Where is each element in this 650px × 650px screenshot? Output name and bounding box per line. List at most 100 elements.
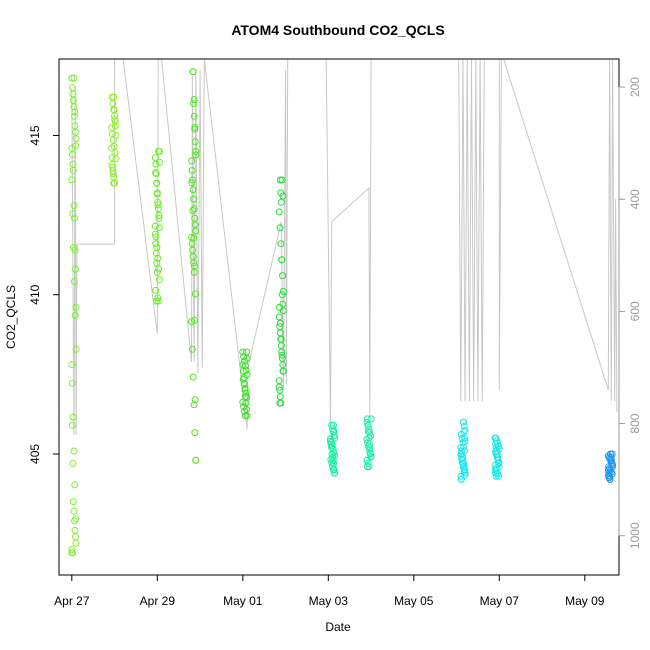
x-tick-label: May 05 [394, 594, 434, 608]
data-point [72, 345, 80, 353]
data-point [70, 278, 78, 285]
data-point [328, 459, 336, 467]
data-point [71, 108, 79, 116]
data-point [153, 268, 161, 276]
data-point [191, 123, 199, 131]
data-point [155, 214, 163, 222]
data-point [72, 515, 80, 523]
data-point [108, 154, 116, 162]
data-point [71, 526, 79, 534]
data-point [155, 212, 163, 219]
data-point [459, 459, 466, 467]
data-point [155, 224, 163, 232]
data-point [457, 451, 465, 459]
data-point [275, 377, 283, 385]
data-point [111, 122, 119, 130]
data-point [331, 452, 339, 460]
data-point [241, 362, 249, 370]
series-flight-6 [275, 176, 287, 407]
series-flight-4 [188, 68, 200, 464]
data-point [329, 428, 337, 436]
data-point [277, 240, 285, 248]
data-point [242, 389, 250, 397]
data-point [109, 136, 117, 144]
data-point [365, 425, 373, 433]
data-point [240, 403, 248, 411]
data-point [459, 418, 467, 426]
data-point [154, 201, 162, 209]
data-point [279, 288, 287, 295]
data-point [279, 307, 287, 315]
data-point [276, 393, 284, 401]
data-point [155, 265, 163, 273]
series-flight-3 [151, 147, 163, 305]
right-tick-label: 400 [628, 189, 642, 209]
data-point [190, 401, 198, 409]
data-point [156, 276, 163, 284]
data-point [70, 202, 78, 209]
data-point [460, 443, 468, 451]
x-tick-label: May 03 [309, 594, 349, 608]
data-point [278, 176, 286, 184]
data-point [192, 151, 200, 159]
data-point [68, 176, 76, 184]
data-point [240, 380, 248, 388]
series-flight-8 [363, 415, 375, 471]
data-point [461, 447, 469, 455]
data-point [190, 112, 198, 120]
data-point [109, 170, 117, 178]
data-point [188, 167, 196, 174]
data-point [189, 207, 197, 214]
data-point [329, 425, 337, 433]
data-point [68, 421, 76, 429]
data-point [108, 124, 116, 132]
data-point [72, 533, 79, 541]
data-point [460, 422, 468, 430]
y-tick-label: 405 [28, 444, 42, 464]
data-point [72, 303, 80, 311]
data-point [329, 462, 337, 470]
data-point [190, 96, 198, 103]
data-point [68, 151, 76, 159]
data-point [153, 259, 161, 267]
data-point [241, 384, 249, 392]
right-tick-label: 800 [628, 413, 642, 433]
data-point [152, 170, 160, 178]
data-point [188, 318, 195, 326]
scatter-points-layer [68, 68, 617, 557]
data-point [608, 450, 616, 458]
data-point [363, 418, 371, 426]
x-tick-label: May 01 [223, 594, 263, 608]
data-point [459, 439, 467, 447]
data-point [188, 345, 196, 353]
data-point [70, 244, 77, 252]
data-point [72, 135, 80, 143]
data-point [241, 412, 249, 420]
data-point [153, 190, 161, 198]
data-point [493, 437, 501, 445]
data-point [492, 464, 500, 472]
x-axis: Apr 27 Apr 29 May 01 May 03 May 05 May 07 May … [54, 574, 605, 608]
data-point [153, 297, 160, 305]
data-point [492, 434, 500, 442]
data-point [276, 399, 284, 407]
data-point [154, 254, 162, 262]
series-flight-2 [108, 93, 120, 187]
x-tick-label: Apr 29 [140, 594, 176, 608]
data-point [276, 319, 284, 327]
data-point [188, 157, 196, 165]
data-point [108, 93, 116, 101]
data-point [241, 357, 248, 365]
series-flight-7 [327, 421, 339, 477]
data-point [72, 265, 79, 273]
data-point [189, 186, 197, 194]
series-flight-5 [239, 348, 251, 420]
data-point [365, 463, 373, 471]
data-point [69, 498, 77, 506]
data-point [68, 74, 76, 82]
x-tick-label: Apr 27 [54, 594, 90, 608]
data-point [70, 74, 78, 82]
data-point [367, 415, 375, 423]
data-point [458, 455, 466, 463]
data-point [190, 195, 198, 203]
